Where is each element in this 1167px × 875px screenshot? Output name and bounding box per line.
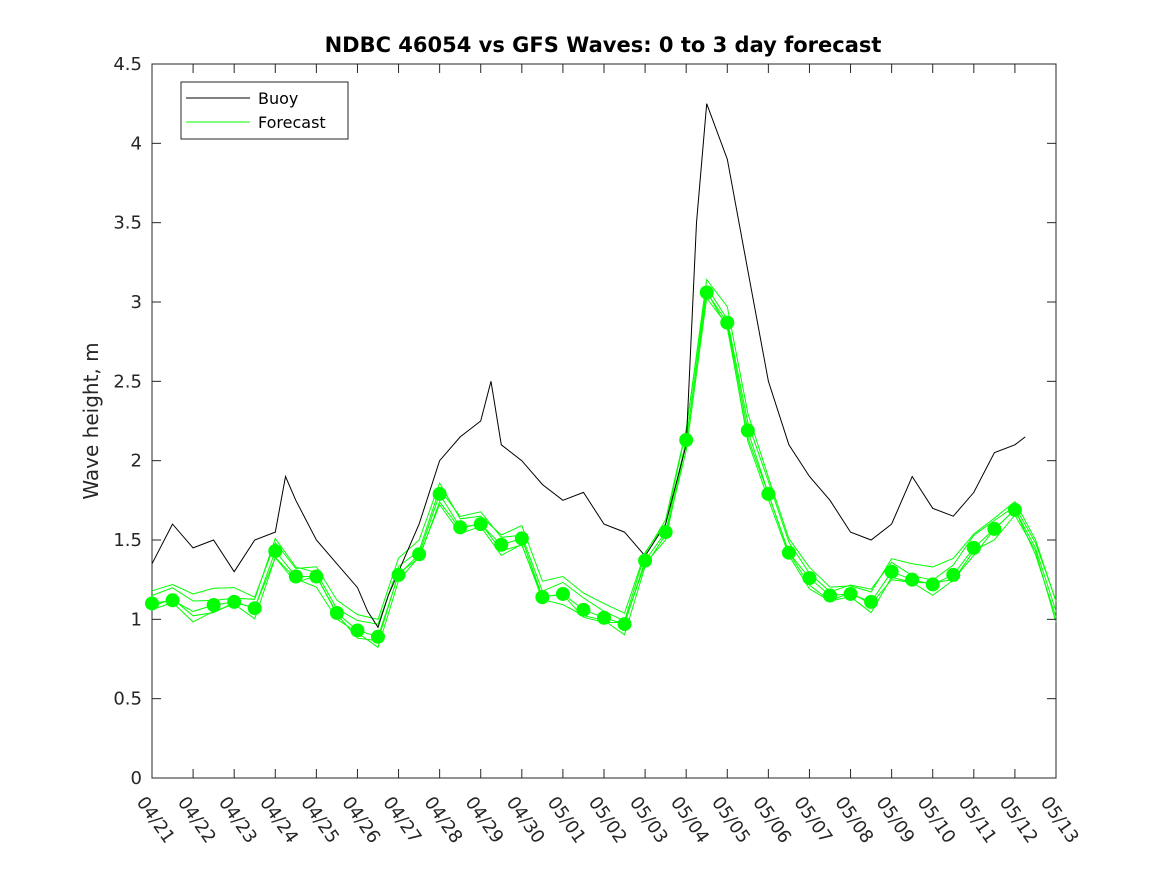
x-tick-label: 05/12 (995, 793, 1042, 848)
x-tick-label: 05/05 (707, 793, 754, 848)
forecast-marker (288, 569, 303, 584)
forecast-marker (617, 617, 632, 632)
forecast-marker (740, 423, 755, 438)
forecast-marker (843, 586, 858, 601)
forecast-marker (165, 593, 180, 608)
x-tick-label: 05/08 (830, 793, 877, 848)
x-tick-label: 04/30 (502, 793, 549, 848)
forecast-marker (1007, 502, 1022, 517)
x-tick-label: 05/09 (872, 793, 919, 848)
forecast-marker (597, 610, 611, 625)
legend-label-forecast: Forecast (258, 113, 326, 132)
forecast-marker (966, 540, 981, 555)
forecast-marker (412, 547, 427, 562)
marker-layer (145, 285, 1022, 644)
forecast-marker (371, 629, 385, 644)
x-tick-label: 05/07 (789, 793, 836, 848)
y-tick-label: 1.5 (113, 530, 142, 551)
forecast-marker (494, 537, 509, 552)
forecast-marker (720, 315, 735, 330)
forecast-marker (432, 486, 447, 501)
legend-box (180, 81, 349, 140)
y-tick-label: 0.5 (113, 689, 142, 710)
y-axis-label: Wave height, m (79, 342, 103, 499)
forecast-marker (658, 525, 673, 540)
y-tick-label: 2 (131, 451, 142, 472)
forecast-marker (884, 564, 899, 579)
x-tick-label: 04/26 (337, 793, 384, 848)
forecast-marker (925, 577, 940, 592)
y-tick-label: 0 (131, 768, 142, 789)
x-tick-label: 05/04 (666, 793, 713, 848)
forecast-marker (699, 285, 714, 300)
y-tick-label: 4 (131, 133, 142, 154)
forecast-marker (555, 586, 570, 601)
forecast-marker (145, 596, 159, 611)
forecast-marker (679, 433, 694, 448)
legend: Buoy Forecast (180, 81, 349, 140)
x-tick-label: 05/06 (748, 793, 795, 848)
forecast-marker (453, 520, 468, 535)
x-tick-label: 04/22 (173, 793, 220, 848)
x-tick-label: 05/10 (913, 793, 960, 848)
chart-title: NDBC 46054 vs GFS Waves: 0 to 3 day fore… (325, 33, 882, 57)
y-tick-label: 2.5 (113, 371, 142, 392)
y-tick-label: 3 (131, 292, 142, 313)
forecast-marker (761, 486, 776, 501)
x-tick-label: 05/03 (625, 793, 672, 848)
forecast-marker (247, 601, 262, 616)
forecast-marker (802, 571, 817, 586)
x-tick-label: 04/25 (296, 793, 343, 848)
x-tick-label: 04/28 (420, 793, 467, 848)
x-tick-label: 04/21 (132, 793, 179, 848)
forecast-marker (576, 602, 591, 617)
x-tick-label: 04/24 (255, 793, 302, 848)
series-line-buoy (151, 103, 1026, 629)
x-tick-label: 05/02 (584, 793, 631, 848)
forecast-marker (781, 545, 796, 560)
y-tick-label: 3.5 (113, 213, 142, 234)
y-tick-label: 1 (131, 609, 142, 630)
x-tick-label: 04/23 (214, 793, 261, 848)
forecast-marker (535, 590, 550, 605)
forecast-marker (329, 605, 344, 620)
forecast-marker (206, 598, 221, 613)
x-tick-label: 05/13 (1036, 793, 1083, 848)
forecast-marker (864, 594, 879, 609)
forecast-marker (987, 521, 1002, 536)
legend-label-buoy: Buoy (258, 89, 298, 108)
forecast-marker (473, 517, 488, 532)
x-tick-label: 05/01 (543, 793, 590, 848)
x-tick-label: 05/11 (954, 793, 1001, 848)
forecast-marker (350, 623, 365, 638)
forecast-marker (227, 594, 242, 609)
y-tick-label: 4.5 (113, 54, 142, 75)
series-line-forecast-member-3 (151, 278, 1057, 620)
plot-area (151, 63, 1057, 779)
forecast-marker (946, 567, 961, 582)
forecast-marker (638, 553, 653, 568)
forecast-marker (905, 572, 920, 587)
forecast-marker (391, 567, 406, 582)
forecast-marker (268, 544, 283, 559)
forecast-marker (823, 588, 837, 603)
x-tick-label: 04/27 (378, 793, 425, 848)
forecast-marker (309, 569, 324, 584)
forecast-marker (514, 531, 529, 546)
x-tick-label: 04/29 (461, 793, 508, 848)
